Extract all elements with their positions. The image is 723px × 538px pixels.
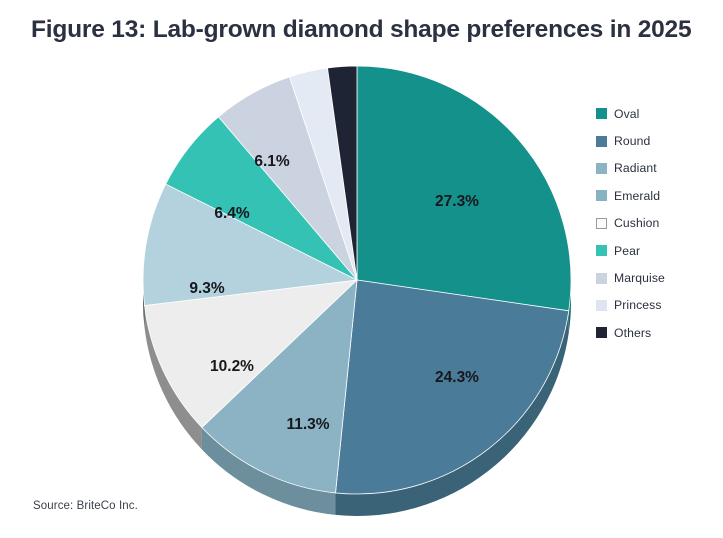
legend-item-label: Oval xyxy=(614,106,640,121)
legend: Oval Round Radiant Emerald Cushion Pear Marqui… xyxy=(596,100,716,347)
legend-swatch-icon xyxy=(596,135,607,147)
pie-slice-value-label: 11.3% xyxy=(286,416,329,433)
pie-slice-labels: 27.3% 24.3% 11.3% 10.2% 9.3% 6.4% 6.1% xyxy=(189,153,479,433)
pie-slice-side-emerald xyxy=(143,280,145,328)
pie-slice-value-label: 6.1% xyxy=(254,153,290,170)
legend-swatch-icon xyxy=(596,245,607,257)
legend-item-label: Cushion xyxy=(614,216,660,231)
legend-item[interactable]: Emerald xyxy=(596,182,716,209)
pie-slices xyxy=(142,65,572,495)
legend-item-label: Princess xyxy=(614,298,662,313)
legend-item[interactable]: Pear xyxy=(596,237,716,264)
legend-item-label: Emerald xyxy=(614,188,661,203)
legend-item-label: Marquise xyxy=(614,271,665,286)
pie-slice-side-cushion xyxy=(144,305,202,450)
pie-slice-side-oval xyxy=(568,280,571,333)
source-note: Source: BriteCo Inc. xyxy=(33,500,138,512)
legend-item[interactable]: Radiant xyxy=(596,155,716,182)
pie-slice-value-label: 6.4% xyxy=(214,205,250,222)
pie-slice-value-label: 27.3% xyxy=(435,193,479,210)
legend-swatch-icon xyxy=(596,272,607,284)
legend-item[interactable]: Oval xyxy=(596,100,716,127)
legend-swatch-icon xyxy=(596,327,607,339)
legend-swatch-icon xyxy=(596,162,607,174)
pie-slice-side-radiant xyxy=(201,427,336,515)
pie-slice-oval[interactable] xyxy=(356,65,572,312)
legend-swatch-icon xyxy=(596,108,607,120)
legend-item[interactable]: Princess xyxy=(596,292,716,319)
pie-3d-side-walls xyxy=(143,280,571,516)
pie-slice-value-label: 10.2% xyxy=(210,358,254,375)
legend-swatch-icon xyxy=(596,190,607,202)
legend-swatch-icon xyxy=(596,299,607,311)
pie-chart-svg: 27.3% 24.3% 11.3% 10.2% 9.3% 6.4% 6.1% xyxy=(142,65,572,516)
legend-item[interactable]: Cushion xyxy=(596,210,716,237)
pie-slice-cushion[interactable] xyxy=(144,279,359,429)
pie-slice-radiant[interactable] xyxy=(201,278,358,494)
legend-item-label: Pear xyxy=(614,243,641,258)
pie-chart: 27.3% 24.3% 11.3% 10.2% 9.3% 6.4% 6.1% xyxy=(0,40,590,520)
pie-slice-value-label: 9.3% xyxy=(189,280,225,297)
legend-item[interactable]: Round xyxy=(596,127,716,154)
pie-slice-side-round xyxy=(335,310,569,516)
legend-item-label: Others xyxy=(614,325,652,340)
pie-slice-round[interactable] xyxy=(335,279,570,495)
pie-slice-others[interactable] xyxy=(327,65,358,281)
legend-item[interactable]: Marquise xyxy=(596,264,716,291)
legend-item[interactable]: Others xyxy=(596,319,716,346)
figure-title: Figure 13: Lab-grown diamond shape prefe… xyxy=(31,16,692,43)
legend-item-label: Radiant xyxy=(614,161,657,176)
legend-item-label: Round xyxy=(614,134,651,149)
legend-swatch-icon xyxy=(596,217,607,229)
pie-slice-emerald[interactable] xyxy=(142,183,359,306)
pie-slice-value-label: 24.3% xyxy=(435,369,479,386)
